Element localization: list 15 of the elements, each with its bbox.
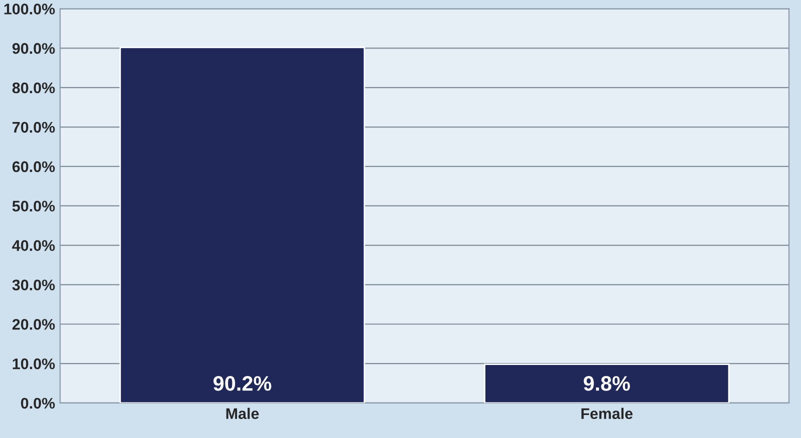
y-tick-label: 40.0% [12, 240, 55, 251]
y-tick-label: 50.0% [12, 200, 55, 212]
y-tick-label: 60.0% [12, 161, 55, 172]
x-tick-label: Male [226, 408, 259, 420]
y-tick-label: 10.0% [12, 358, 55, 370]
y-tick-label: 20.0% [12, 318, 55, 330]
y-tick-label: 100.0% [4, 4, 55, 14]
y-tick-label: 0.0% [20, 398, 55, 409]
y-tick-label: 80.0% [12, 82, 55, 94]
x-tick-label: Female [581, 408, 633, 420]
data-label: 9.8% [584, 376, 630, 391]
data-label: 90.2% [213, 376, 272, 391]
y-tick-label: 90.0% [12, 43, 55, 54]
y-tick-label: 30.0% [12, 280, 55, 290]
y-tick-label: 70.0% [12, 122, 55, 133]
